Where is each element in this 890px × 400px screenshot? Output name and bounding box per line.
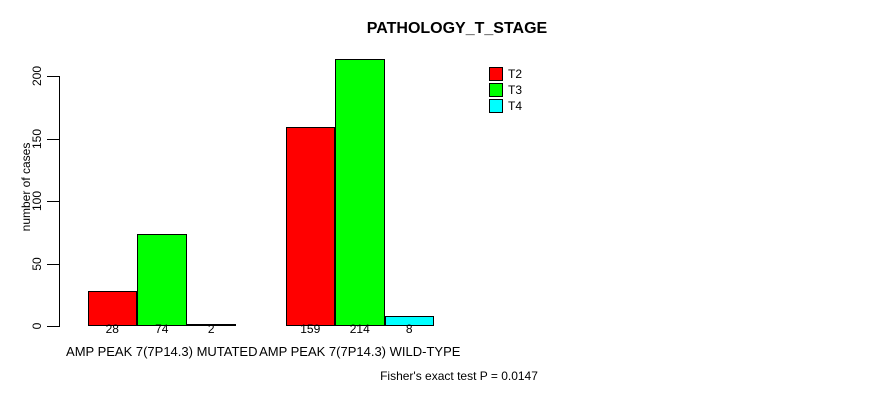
y-axis-line xyxy=(59,76,60,327)
y-axis-tick xyxy=(47,326,59,327)
y-axis-tick xyxy=(47,263,59,265)
x-category-label: AMP PEAK 7(7P14.3) MUTATED xyxy=(66,344,258,359)
y-axis-tick xyxy=(47,138,59,140)
legend-item-T2: T2 xyxy=(489,67,522,81)
chart-title: PATHOLOGY_T_STAGE xyxy=(366,20,548,37)
legend-item-T3: T3 xyxy=(489,83,522,97)
bar-T2-group1 xyxy=(87,291,137,326)
bar-T3-group1 xyxy=(137,233,187,326)
legend-swatch-T4 xyxy=(489,99,503,113)
y-axis-tick xyxy=(47,76,59,77)
bar-value-label: 2 xyxy=(207,322,215,336)
y-axis-tick xyxy=(47,201,59,202)
y-axis-label: number of cases xyxy=(19,142,33,232)
bar-T3-group2 xyxy=(335,58,385,326)
y-axis-tick-label: 100 xyxy=(30,190,44,212)
legend-swatch-T3 xyxy=(489,83,503,97)
bar-value-label: 159 xyxy=(300,322,321,336)
legend-label: T2 xyxy=(508,67,523,81)
bar-value-label: 74 xyxy=(155,322,169,336)
legend-swatch-T2 xyxy=(489,67,503,81)
y-axis-tick-label: 200 xyxy=(30,65,44,87)
bar-T4-group2 xyxy=(384,316,434,326)
legend-item-T4: T4 xyxy=(489,99,522,113)
legend-label: T4 xyxy=(508,99,523,113)
bar-T2-group2 xyxy=(285,127,335,326)
bar-value-label: 28 xyxy=(105,322,119,336)
annotation-fisher-test: Fisher's exact test P = 0.0147 xyxy=(380,369,538,383)
x-category-label: AMP PEAK 7(7P14.3) WILD-TYPE xyxy=(259,344,461,359)
y-axis-tick-label: 0 xyxy=(30,322,44,330)
bar-T4-group1 xyxy=(186,323,236,326)
legend-label: T3 xyxy=(508,83,523,97)
bar-value-label: 8 xyxy=(405,322,413,336)
bar-value-label: 214 xyxy=(349,322,370,336)
y-axis-tick-label: 50 xyxy=(30,256,44,271)
y-axis-tick-label: 150 xyxy=(30,128,44,149)
